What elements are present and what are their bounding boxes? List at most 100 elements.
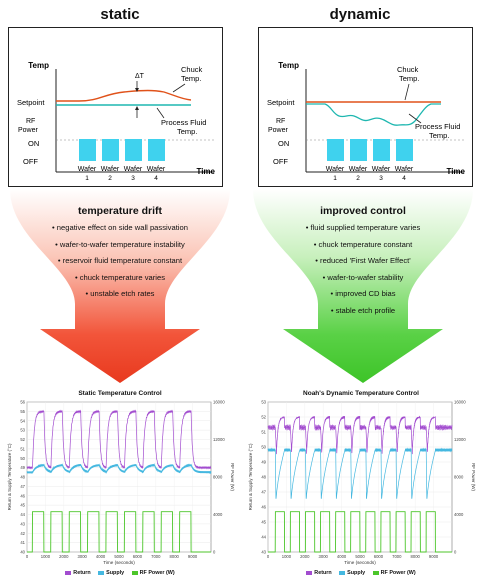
temp-axis-label: Temp <box>278 61 299 70</box>
x-tick-label: 4000 <box>96 554 106 559</box>
list-item: • reduced 'First Wafer Effect' <box>315 256 411 266</box>
dynamic-diagram-graphic: Temp Time Setpoint RF Power ON OFF Chuck… <box>267 61 466 182</box>
wafer-4-bar <box>148 139 165 161</box>
rf-label-2: Power <box>268 127 289 134</box>
legend-supply: Supply <box>347 570 366 576</box>
y2-tick-label: 4000 <box>454 512 464 517</box>
y-tick-label: 54 <box>20 418 25 423</box>
list-item: • chuck temperature varies <box>74 272 166 282</box>
static-chart-title: Static Temperature Control <box>78 390 162 397</box>
y-tick-label: 55 <box>20 409 25 414</box>
chuck-label-2: Temp. <box>181 74 201 83</box>
fluid-label-2: Temp. <box>429 131 449 140</box>
y-tick-label: 51 <box>261 430 266 435</box>
y2-tick-label: 16000 <box>213 400 225 405</box>
y-tick-label: 47 <box>20 484 25 489</box>
rf-label-1: RF <box>26 118 35 125</box>
list-item: • chuck temperature constant <box>313 239 413 249</box>
y2-tick-label: 8000 <box>213 475 223 480</box>
chuck-label-2: Temp. <box>399 74 419 83</box>
x-tick-label: 3000 <box>319 554 329 559</box>
dynamic-chart: Noah's Dynamic Temperature Control 43 44 4… <box>244 390 478 582</box>
setpoint-label: Setpoint <box>267 98 295 107</box>
list-item: • improved CD bias <box>330 289 396 299</box>
rf-power-series <box>268 511 452 553</box>
x-tick-label: 4000 <box>337 554 347 559</box>
on-label: ON <box>28 139 39 148</box>
x-tick-label: 9000 <box>188 554 198 559</box>
x-tick-label: 5000 <box>114 554 124 559</box>
y-tick-label: 41 <box>20 540 25 545</box>
on-label: ON <box>278 139 289 148</box>
rf-label-2: Power <box>18 127 39 134</box>
y-tick-label: 43 <box>20 521 25 526</box>
x-tick-label: 0 <box>267 554 270 559</box>
legend-rf: RF Power (W) <box>139 570 175 576</box>
fluid-label-2: Temp. <box>177 127 197 136</box>
green-arrow <box>253 189 473 383</box>
wafer-1-bar <box>79 139 96 161</box>
y2-tick-label: 0 <box>454 550 457 555</box>
y-tick-label: 50 <box>261 445 266 450</box>
list-item: • wafer-to-wafer stability <box>322 272 404 282</box>
y-tick-label: 45 <box>20 503 25 508</box>
y2-tick-label: 8000 <box>454 475 464 480</box>
dynamic-chart-title: Noah's Dynamic Temperature Control <box>303 390 419 397</box>
y-tick-label: 51 <box>20 446 25 451</box>
red-arrow <box>10 189 230 383</box>
chuck-temp-line <box>56 89 192 102</box>
x-tick-label: 6000 <box>374 554 384 559</box>
rf-label-1: RF <box>276 118 285 125</box>
y2-axis-label: RF Power (W) <box>471 463 476 491</box>
wafer-2-label: Wafer <box>349 166 368 173</box>
wafer-3-bar <box>125 139 142 161</box>
wafer-2-num: 2 <box>356 175 360 182</box>
time-axis-label: Time <box>446 167 465 176</box>
x-tick-label: 9000 <box>429 554 439 559</box>
static-heading: static <box>100 6 140 23</box>
x-tick-label: 8000 <box>170 554 180 559</box>
y-tick-label: 48 <box>20 475 25 480</box>
x-tick-label: 1000 <box>282 554 292 559</box>
wafer-3-num: 3 <box>379 175 383 182</box>
wafer-3-label: Wafer <box>372 166 391 173</box>
y2-tick-label: 4000 <box>213 512 223 517</box>
wafer-2-num: 2 <box>108 175 112 182</box>
y-tick-label: 49 <box>261 460 266 465</box>
y-tick-label: 52 <box>20 437 25 442</box>
x-axis-label: Time (seconds) <box>103 560 135 565</box>
chuck-label-1: Chuck <box>181 65 203 74</box>
time-axis-label: Time <box>196 167 215 176</box>
list-item: • wafer-to-wafer temperature instability <box>55 239 185 249</box>
x-tick-label: 3000 <box>78 554 88 559</box>
dynamic-heading: dynamic <box>329 6 391 23</box>
wafer-4-label: Wafer <box>147 166 166 173</box>
x-tick-label: 7000 <box>392 554 402 559</box>
wafer-4-label: Wafer <box>395 166 414 173</box>
static-chart-plot: 40 41 42 43 44 45 46 47 48 49 50 51 52 53 54 55 56 0 4000 8… <box>7 400 235 566</box>
dynamic-diagram: Temp Time Setpoint RF Power ON OFF Chuck… <box>258 27 473 187</box>
y2-tick-label: 12000 <box>213 437 225 442</box>
return-series <box>267 415 453 455</box>
y-tick-label: 45 <box>261 520 266 525</box>
y-tick-label: 56 <box>20 400 25 405</box>
x-tick-label: 5000 <box>355 554 365 559</box>
y-axis-label: Return & Supply Temperature (°C) <box>248 443 253 510</box>
legend-rf: RF Power (W) <box>380 570 416 576</box>
y-tick-label: 44 <box>20 512 25 517</box>
wafer-3-label: Wafer <box>124 166 143 173</box>
wafer-4-num: 4 <box>402 175 406 182</box>
fluid-label-1: Process Fluid <box>415 122 460 131</box>
off-label: OFF <box>23 157 38 166</box>
off-label: OFF <box>273 157 288 166</box>
static-arrow-title: temperature drift <box>77 205 162 217</box>
dynamic-arrow-title: improved control <box>320 205 406 217</box>
legend-return: Return <box>314 570 332 576</box>
static-chart-legend: Return Supply RF Power (W) <box>3 570 237 576</box>
y-tick-label: 46 <box>261 505 266 510</box>
y-tick-label: 43 <box>261 550 266 555</box>
x-axis-label: Time (seconds) <box>344 560 376 565</box>
wafer-1-bar <box>327 139 344 161</box>
wafer-2-bar <box>350 139 367 161</box>
legend-return: Return <box>73 570 91 576</box>
